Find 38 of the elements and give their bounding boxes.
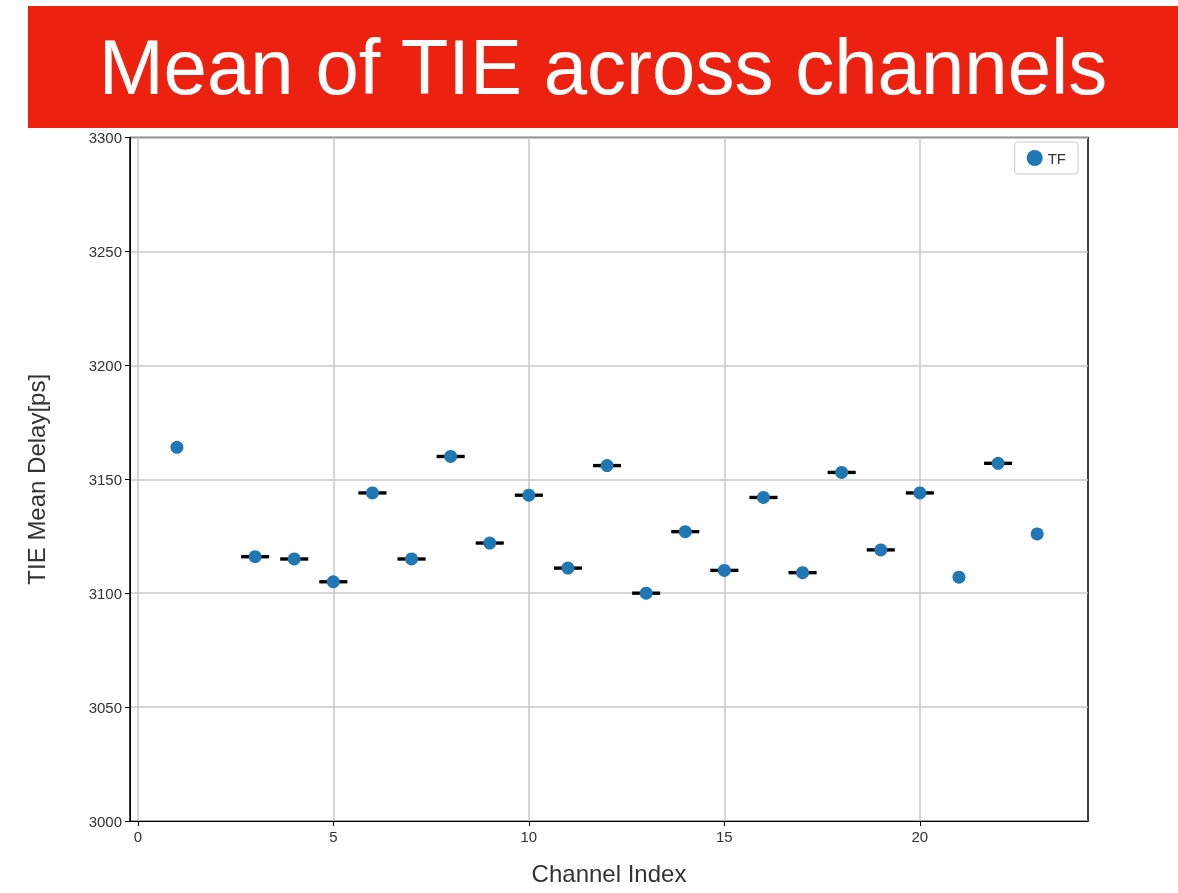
point [796, 566, 810, 580]
y-tick-label: 3300 [88, 129, 122, 146]
point [913, 486, 927, 500]
x-axis-title: Channel Index [531, 859, 687, 887]
point [170, 440, 184, 454]
point [248, 550, 262, 564]
legend-label: TF [1047, 149, 1066, 167]
point [561, 561, 575, 575]
x-tick-label: 20 [911, 828, 929, 845]
y-tick-label: 3100 [88, 584, 122, 602]
y-tick-label: 3250 [88, 242, 122, 260]
x-tick-label: 5 [329, 828, 338, 845]
point [756, 490, 770, 504]
point [405, 552, 419, 566]
x-tick-label: 0 [133, 828, 142, 845]
point [835, 465, 849, 479]
point [639, 586, 653, 600]
point [522, 488, 536, 502]
point [326, 575, 340, 589]
point [1030, 527, 1044, 541]
point [717, 563, 731, 577]
point [365, 486, 379, 500]
chart-title: Mean of TIE across channels [28, 6, 1178, 128]
y-tick-label: 3000 [88, 812, 122, 830]
point [952, 570, 966, 584]
point [874, 543, 888, 557]
y-tick-label: 3150 [88, 470, 122, 488]
point [483, 536, 497, 550]
x-tick-label: 15 [716, 828, 733, 845]
y-tick-label: 3200 [88, 356, 122, 374]
x-tick-label: 10 [520, 828, 538, 845]
y-tick-label: 3050 [88, 698, 122, 716]
point [678, 525, 692, 539]
point [287, 552, 301, 566]
point [444, 449, 458, 463]
point [600, 459, 614, 473]
point [991, 456, 1005, 470]
y-axis-title: TIE Mean Delay[ps] [22, 373, 50, 585]
